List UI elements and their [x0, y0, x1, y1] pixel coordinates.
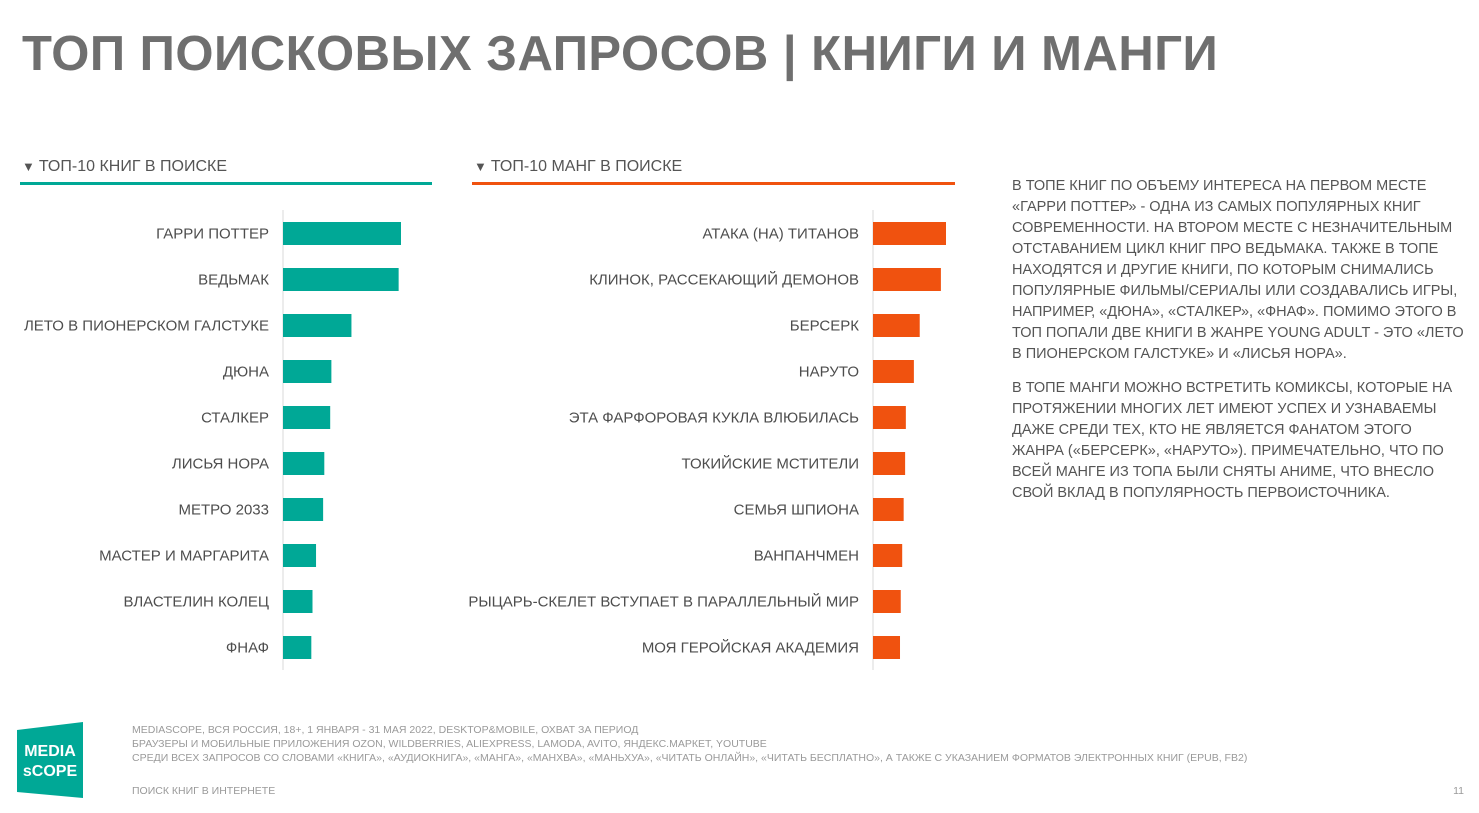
books-bar	[283, 314, 352, 337]
mediascope-logo-mark: MEDIA sCOPE	[17, 722, 83, 798]
books-bar	[283, 406, 331, 429]
books-bar	[283, 452, 325, 475]
manga-bar	[873, 222, 946, 245]
manga-section-label: ТОП-10 МАНГ В ПОИСКЕ	[490, 158, 683, 175]
books-category-label: МАСТЕР И МАРГАРИТА	[99, 548, 269, 565]
manga-bar	[873, 590, 901, 613]
manga-category-label: ТОКИЙСКИЕ МСТИТЕЛИ	[681, 455, 859, 473]
manga-bar	[873, 406, 906, 429]
source-note-line: СРЕДИ ВСЕХ ЗАПРОСОВ СО СЛОВАМИ «КНИГА», …	[132, 752, 1248, 764]
books-category-label: ВЛАСТЕЛИН КОЛЕЦ	[124, 594, 270, 611]
books-bar	[283, 544, 317, 567]
manga-section-header: ▼ ТОП-10 МАНГ В ПОИСКЕ	[474, 158, 682, 176]
books-bar-chart: ГАРРИ ПОТТЕР ВЕДЬМАК ЛЕТО В ПИОНЕРСКОМ ГАЛ…	[24, 210, 401, 670]
books-bar	[283, 268, 399, 291]
manga-bar	[873, 636, 901, 659]
books-bar	[283, 590, 313, 613]
source-notes: MEDIASCOPE, ВСЯ РОССИЯ, 18+, 1 ЯНВАРЯ - …	[132, 723, 1247, 765]
manga-category-label: АТАКА (НА) ТИТАНОВ	[702, 226, 859, 243]
books-section-label: ТОП-10 КНИГ В ПОИСКЕ	[38, 158, 228, 175]
manga-bar	[873, 268, 941, 291]
manga-category-label: РЫЦАРЬ-СКЕЛЕТ ВСТУПАЕТ В ПАРАЛЛЕЛЬНЫЙ МИ…	[468, 593, 859, 611]
logo-line2: sCOPE	[23, 763, 78, 780]
books-section-rule	[20, 182, 432, 185]
books-bar	[283, 360, 332, 383]
manga-bar	[873, 360, 914, 383]
source-note-line: MEDIASCOPE, ВСЯ РОССИЯ, 18+, 1 ЯНВАРЯ - …	[132, 724, 639, 736]
manga-category-label: СЕМЬЯ ШПИОНА	[734, 502, 859, 519]
manga-category-label: КЛИНОК, РАССЕКАЮЩИЙ ДЕМОНОВ	[589, 271, 859, 289]
books-chart: ГАРРИ ПОТТЕР ВЕДЬМАК ЛЕТО В ПИОНЕРСКОМ ГАЛ…	[0, 200, 440, 680]
books-category-label: ЛЕТО В ПИОНЕРСКОМ ГАЛСТУКЕ	[24, 318, 269, 335]
description-manga: В ТОПЕ МАНГИ МОЖНО ВСТРЕТИТЬ КОМИКСЫ, КО…	[1012, 380, 1453, 501]
books-category-label: МЕТРО 2033	[178, 502, 269, 519]
logo-line1: MEDIA	[24, 743, 76, 760]
books-bar	[283, 636, 312, 659]
triangle-down-icon: ▼	[474, 159, 487, 174]
source-note-line: БРАУЗЕРЫ И МОБИЛЬНЫЕ ПРИЛОЖЕНИЯ OZON, WI…	[132, 738, 767, 750]
triangle-down-icon: ▼	[22, 159, 35, 174]
manga-bar	[873, 452, 906, 475]
books-section-header: ▼ ТОП-10 КНИГ В ПОИСКЕ	[22, 158, 227, 176]
manga-section-rule	[472, 182, 955, 185]
books-category-label: ЛИСЬЯ НОРА	[172, 456, 269, 473]
manga-bar	[873, 498, 904, 521]
books-category-label: ДЮНА	[223, 364, 269, 381]
books-category-label: СТАЛКЕР	[201, 410, 269, 427]
page-title: ТОП ПОИСКОВЫХ ЗАПРОСОВ | КНИГИ И МАНГИ	[22, 27, 1219, 81]
manga-category-label: НАРУТО	[799, 364, 859, 381]
description-books: В ТОПЕ КНИГ ПО ОБЪЕМУ ИНТЕРЕСА НА ПЕРВОМ…	[1012, 178, 1464, 362]
manga-category-label: БЕРСЕРК	[790, 318, 860, 335]
books-category-label: ГАРРИ ПОТТЕР	[156, 226, 269, 243]
books-category-label: ВЕДЬМАК	[198, 272, 269, 289]
description-text: В ТОПЕ КНИГ ПО ОБЪЕМУ ИНТЕРЕСА НА ПЕРВОМ…	[1012, 176, 1467, 517]
footer-section-name: ПОИСК КНИГ В ИНТЕРНЕТЕ	[132, 785, 276, 797]
books-bar	[283, 222, 401, 245]
manga-bar	[873, 314, 920, 337]
manga-chart: АТАКА (НА) ТИТАНОВ КЛИНОК, РАССЕКАЮЩИЙ ДЕ…	[440, 200, 980, 680]
mediascope-logo: MEDIA sCOPE	[17, 722, 83, 798]
manga-category-label: МОЯ ГЕРОЙСКАЯ АКАДЕМИЯ	[642, 639, 859, 657]
books-bar	[283, 498, 324, 521]
manga-category-label: ВАНПАНЧМЕН	[754, 548, 859, 565]
manga-bar-chart: АТАКА (НА) ТИТАНОВ КЛИНОК, РАССЕКАЮЩИЙ ДЕ…	[468, 210, 946, 670]
manga-bar	[873, 544, 903, 567]
manga-category-label: ЭТА ФАРФОРОВАЯ КУКЛА ВЛЮБИЛАСЬ	[569, 410, 859, 427]
page-number: 11	[1453, 785, 1464, 797]
books-category-label: ФНАФ	[226, 640, 269, 657]
